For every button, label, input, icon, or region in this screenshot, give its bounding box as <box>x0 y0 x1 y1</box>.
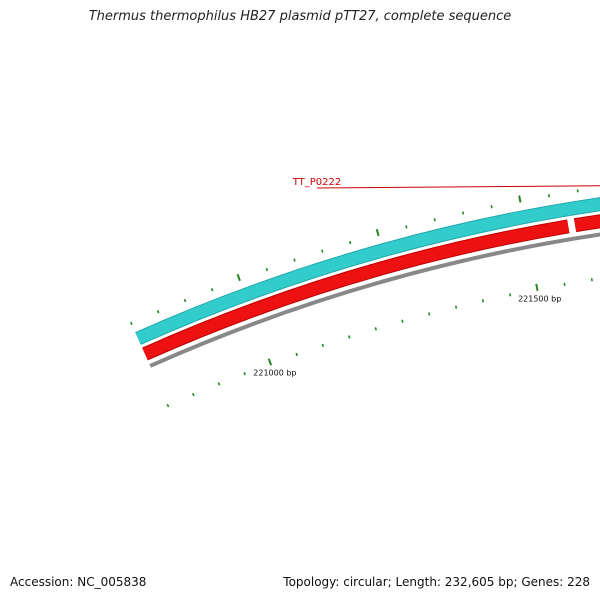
feature-tracks <box>135 197 600 368</box>
outer-tick-mark <box>129 321 133 326</box>
coordinate-label: 221500 bp <box>518 295 561 304</box>
coordinate-tick <box>401 319 404 323</box>
outer-tick-mark <box>490 205 493 209</box>
coordinate-tick <box>267 358 273 366</box>
coordinate-tick <box>192 392 195 397</box>
coordinate-tick <box>535 283 539 292</box>
outer-tick-mark <box>518 195 522 203</box>
gene-segment <box>574 215 600 232</box>
outer-tick-mark <box>461 211 465 215</box>
coordinate-tick <box>563 282 566 286</box>
coordinate-tick <box>217 382 221 386</box>
outer-tick-mark <box>375 228 380 237</box>
outer-tick-mark <box>433 218 436 222</box>
coordinate-tick <box>509 293 512 297</box>
outer-tick-mark <box>183 298 187 303</box>
outer-tick-mark <box>405 225 408 229</box>
outer-tick-mark <box>156 310 160 314</box>
coordinate-tick <box>321 343 325 348</box>
outer-tick-mark <box>293 258 296 262</box>
coordinate-tick <box>295 352 298 357</box>
outer-track-edge <box>135 197 600 345</box>
gene-label-group: TT_P0222 <box>292 177 600 189</box>
outer-tick-mark <box>236 273 241 282</box>
outer-tick-mark <box>210 288 214 292</box>
outer-tick-mark <box>321 249 324 253</box>
coordinate-tick <box>454 305 458 309</box>
outer-tick-mark <box>547 194 550 198</box>
coordinate-tick <box>374 327 377 331</box>
gene-label-leader <box>316 185 600 189</box>
outer-feature-track <box>135 198 600 344</box>
coordinate-tick <box>428 312 431 316</box>
coordinate-tick <box>481 299 485 303</box>
outer-tick-marks <box>129 189 579 326</box>
coordinate-tick <box>243 371 246 376</box>
backbone-track <box>149 232 600 368</box>
coordinate-label: 221000 bp <box>253 369 296 378</box>
outer-tick-mark <box>265 267 269 272</box>
coordinate-tick <box>166 403 170 408</box>
summary-text: Topology: circular; Length: 232,605 bp; … <box>283 575 590 589</box>
coordinate-tick <box>348 335 351 339</box>
gene-segment <box>142 220 570 360</box>
accession-text: Accession: NC_005838 <box>10 575 147 589</box>
map-title: Thermus thermophilus HB27 plasmid pTT27,… <box>88 9 512 24</box>
outer-tick-mark <box>348 240 352 245</box>
gene-label[interactable]: TT_P0222 <box>292 177 342 188</box>
